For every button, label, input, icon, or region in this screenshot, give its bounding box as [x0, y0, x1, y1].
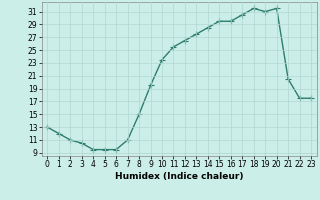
X-axis label: Humidex (Indice chaleur): Humidex (Indice chaleur) — [115, 172, 244, 181]
